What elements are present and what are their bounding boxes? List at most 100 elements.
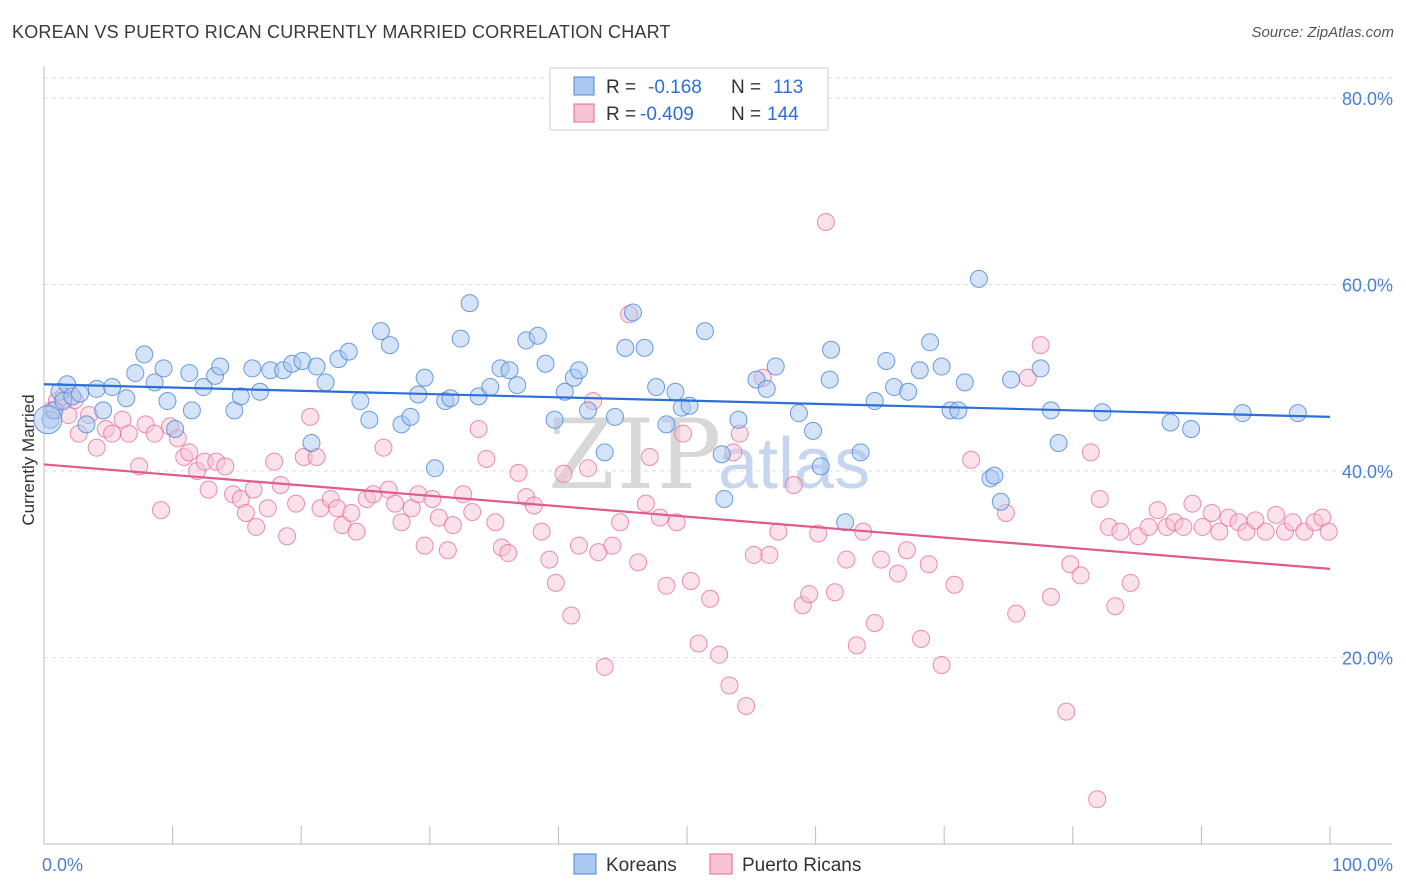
pr-point-101 bbox=[800, 585, 819, 604]
pr-point-122 bbox=[1057, 702, 1076, 721]
korean-point-17 bbox=[166, 420, 185, 439]
korean-point-94 bbox=[949, 401, 968, 420]
pr-point-27 bbox=[236, 503, 255, 522]
korean-point-58 bbox=[555, 382, 574, 401]
pr-point-72 bbox=[569, 536, 588, 555]
pr-point-118 bbox=[1007, 604, 1026, 623]
legend-n-label-koreans: N = bbox=[731, 77, 761, 98]
korean-point-67 bbox=[647, 378, 666, 397]
pr-point-15 bbox=[152, 501, 171, 520]
pr-point-91 bbox=[720, 676, 739, 695]
korean-point-68 bbox=[657, 415, 676, 434]
pr-point-34 bbox=[287, 494, 306, 513]
y-axis-label: Currently Married bbox=[19, 394, 38, 525]
korean-point-80 bbox=[804, 421, 823, 440]
x-tick-labels: 0.0% 100.0% bbox=[42, 855, 1393, 875]
korean-point-92 bbox=[932, 357, 951, 376]
korean-point-96 bbox=[969, 269, 988, 288]
korean-point-86 bbox=[865, 392, 884, 411]
pr-point-24 bbox=[216, 457, 235, 476]
korean-point-22 bbox=[211, 357, 230, 376]
pr-point-116 bbox=[962, 450, 981, 469]
pr-point-105 bbox=[837, 550, 856, 569]
korean-point-41 bbox=[401, 407, 420, 426]
puerto-ricans-points bbox=[42, 213, 1338, 809]
korean-point-55 bbox=[528, 326, 547, 345]
pr-point-68 bbox=[540, 550, 559, 569]
pr-point-140 bbox=[1210, 522, 1229, 541]
pr-point-61 bbox=[486, 513, 505, 532]
series-legend-koreans-swatch bbox=[573, 853, 597, 875]
pr-point-46 bbox=[374, 438, 393, 457]
korean-point-89 bbox=[899, 382, 918, 401]
pr-point-22 bbox=[199, 480, 218, 499]
pr-point-121 bbox=[1041, 587, 1060, 606]
pr-point-104 bbox=[825, 583, 844, 602]
pr-point-80 bbox=[629, 553, 648, 572]
pr-point-70 bbox=[554, 464, 573, 483]
korean-point-16 bbox=[158, 392, 177, 411]
pr-point-60 bbox=[477, 449, 496, 468]
pr-point-43 bbox=[347, 522, 366, 541]
korean-point-38 bbox=[371, 322, 390, 341]
korean-point-31 bbox=[302, 434, 321, 453]
pr-point-55 bbox=[438, 541, 457, 560]
pr-point-97 bbox=[760, 545, 779, 564]
pr-point-57 bbox=[454, 485, 473, 504]
pr-point-126 bbox=[1090, 489, 1109, 508]
pr-point-113 bbox=[919, 555, 938, 574]
korean-point-8 bbox=[87, 379, 106, 398]
pr-point-64 bbox=[509, 463, 528, 482]
pr-point-28 bbox=[244, 480, 263, 499]
pr-point-114 bbox=[932, 655, 951, 674]
korean-point-11 bbox=[117, 389, 136, 408]
korean-point-83 bbox=[822, 340, 841, 359]
pr-point-31 bbox=[265, 452, 284, 471]
pr-point-54 bbox=[429, 508, 448, 527]
korean-point-47 bbox=[451, 329, 470, 348]
pr-point-152 bbox=[1319, 522, 1338, 541]
pr-point-82 bbox=[640, 448, 659, 466]
korean-point-101 bbox=[1031, 359, 1050, 378]
pr-point-29 bbox=[247, 517, 266, 536]
korean-point-103 bbox=[1049, 434, 1068, 453]
watermark: ZIP atlas bbox=[548, 399, 870, 511]
pr-point-99 bbox=[784, 475, 803, 494]
korean-point-57 bbox=[545, 410, 564, 429]
korean-point-56 bbox=[536, 354, 555, 373]
korean-point-33 bbox=[316, 373, 335, 392]
pr-point-102 bbox=[809, 524, 828, 543]
pr-point-49 bbox=[392, 513, 411, 532]
korean-point-100 bbox=[1002, 370, 1021, 389]
pr-point-146 bbox=[1266, 505, 1285, 524]
korean-point-52 bbox=[500, 361, 519, 380]
korean-point-72 bbox=[696, 322, 715, 341]
pr-point-90 bbox=[710, 645, 729, 664]
korean-point-69 bbox=[666, 382, 685, 401]
legend-n-value-pr: 144 bbox=[767, 104, 799, 125]
korean-point-98 bbox=[985, 466, 1004, 485]
pr-point-120 bbox=[1031, 336, 1050, 355]
pr-point-129 bbox=[1111, 522, 1130, 541]
x-tick-label-0: 0.0% bbox=[42, 855, 83, 875]
korean-point-77 bbox=[757, 379, 776, 398]
pr-point-19 bbox=[180, 443, 199, 462]
legend-r-label-koreans: R = bbox=[606, 77, 636, 98]
pr-point-7 bbox=[87, 438, 106, 457]
pr-point-89 bbox=[701, 589, 720, 608]
pr-point-123 bbox=[1061, 555, 1080, 574]
pr-point-83 bbox=[650, 508, 669, 527]
korean-point-18 bbox=[180, 364, 199, 383]
pr-point-106 bbox=[847, 636, 866, 655]
korean-point-63 bbox=[605, 407, 624, 426]
korean-point-48 bbox=[460, 294, 479, 313]
pr-point-12 bbox=[130, 457, 149, 476]
korean-point-75 bbox=[729, 410, 748, 429]
pr-point-11 bbox=[119, 424, 138, 443]
korean-point-36 bbox=[351, 392, 370, 411]
korean-point-107 bbox=[1233, 404, 1252, 423]
x-tick-label-1: 100.0% bbox=[1332, 855, 1393, 875]
legend-koreans-swatch bbox=[573, 76, 595, 96]
pr-point-59 bbox=[469, 420, 488, 439]
